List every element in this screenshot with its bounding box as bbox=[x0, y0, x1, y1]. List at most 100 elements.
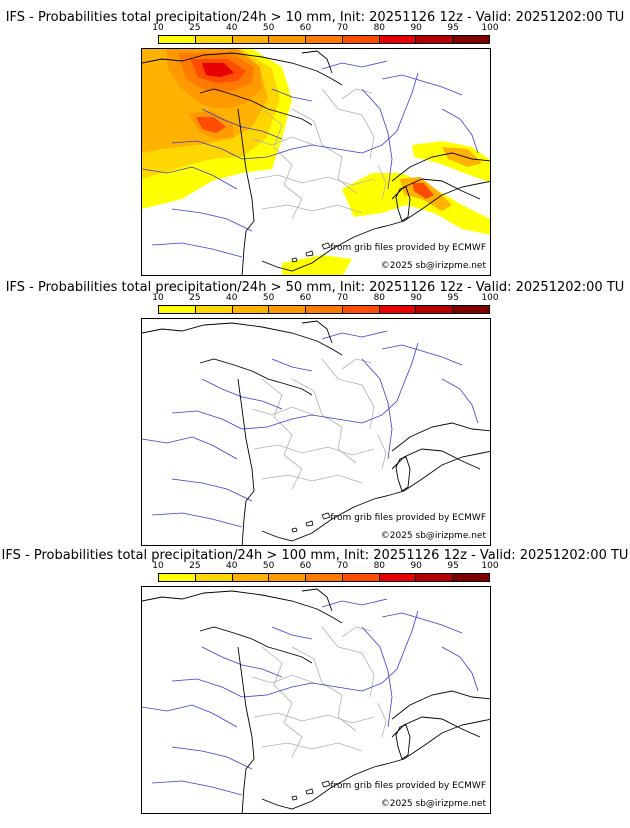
river bbox=[381, 344, 463, 366]
colorbar-segment bbox=[453, 574, 490, 581]
colorbar bbox=[158, 573, 490, 582]
tick-label: 40 bbox=[226, 561, 238, 571]
river bbox=[241, 682, 363, 698]
river bbox=[381, 612, 463, 634]
map-panel-100mm: IFS - Probabilities total precipitation/… bbox=[0, 538, 630, 814]
colorbar-segment bbox=[306, 306, 343, 313]
river bbox=[171, 746, 253, 770]
tick-label: 100 bbox=[481, 23, 499, 33]
colorbar bbox=[158, 35, 490, 44]
tick-label: 90 bbox=[410, 23, 422, 33]
island-outline bbox=[291, 527, 298, 533]
river bbox=[201, 108, 283, 140]
credit-copyright: ©2025 sb@irizpme.net bbox=[380, 261, 486, 271]
region-border bbox=[377, 702, 387, 738]
precip-area-brittany-core bbox=[196, 117, 226, 133]
colorbar-segment bbox=[416, 574, 454, 581]
river bbox=[381, 74, 463, 96]
colorbar-segment bbox=[306, 36, 343, 43]
river bbox=[321, 598, 388, 608]
river bbox=[361, 88, 393, 190]
region-border bbox=[291, 646, 357, 732]
region-border bbox=[321, 88, 375, 160]
colorbar-segment bbox=[232, 36, 270, 43]
precip-map: from grib files provided by ECMWF ©2025 … bbox=[141, 48, 491, 276]
tick-label: 80 bbox=[373, 293, 386, 303]
map-panel-10mm: IFS - Probabilities total precipitation/… bbox=[0, 0, 630, 276]
river bbox=[271, 88, 313, 102]
region-border bbox=[321, 626, 375, 698]
river bbox=[151, 242, 243, 258]
river bbox=[441, 646, 479, 692]
tick-label: 80 bbox=[373, 23, 386, 33]
island-outline bbox=[305, 520, 314, 527]
colorbar-segment bbox=[453, 306, 490, 313]
tick-label: 25 bbox=[189, 23, 201, 33]
colorbar-ticks: 10 25 40 50 60 70 80 90 95 100 bbox=[152, 561, 498, 573]
region-border bbox=[341, 358, 373, 370]
region-border bbox=[251, 674, 315, 684]
river bbox=[361, 626, 393, 728]
region-border bbox=[377, 164, 387, 200]
tick-label: 10 bbox=[152, 293, 164, 303]
tick-label: 60 bbox=[299, 561, 312, 571]
river bbox=[142, 704, 238, 728]
tick-label: 70 bbox=[336, 561, 349, 571]
region-border bbox=[261, 474, 363, 484]
tick-label: 100 bbox=[481, 293, 499, 303]
colorbar-segment bbox=[232, 306, 270, 313]
region-border bbox=[377, 434, 387, 470]
precip-area-med-peak bbox=[412, 183, 434, 199]
region-border bbox=[321, 358, 375, 430]
region-border bbox=[261, 108, 303, 220]
panel-title: IFS - Probabilities total precipitation/… bbox=[5, 280, 625, 295]
region-border bbox=[291, 108, 357, 194]
colorbar-ticks: 10 25 40 50 60 70 80 90 95 100 bbox=[152, 23, 498, 35]
map-graphic bbox=[142, 49, 490, 275]
region-border bbox=[261, 378, 303, 490]
credit-grib: from grib files provided by ECMWF bbox=[330, 243, 486, 253]
river bbox=[201, 378, 283, 410]
river bbox=[171, 140, 243, 160]
colorbar-segment bbox=[269, 36, 307, 43]
tick-label: 100 bbox=[481, 561, 499, 571]
colorbar-segment bbox=[342, 574, 380, 581]
colorbar-segment bbox=[379, 36, 417, 43]
tick-label: 95 bbox=[447, 293, 459, 303]
river bbox=[361, 358, 393, 460]
river bbox=[441, 378, 479, 424]
tick-label: 25 bbox=[189, 293, 201, 303]
region-border bbox=[253, 444, 375, 456]
corsica-outline bbox=[395, 186, 411, 222]
river bbox=[142, 436, 238, 460]
colorbar-ticks: 10 25 40 50 60 70 80 90 95 100 bbox=[152, 293, 498, 305]
region-border bbox=[253, 712, 375, 724]
tick-label: 50 bbox=[262, 293, 275, 303]
colorbar-segment bbox=[306, 574, 343, 581]
river bbox=[441, 108, 479, 154]
island-outline bbox=[305, 250, 314, 257]
river bbox=[171, 410, 243, 430]
tick-label: 10 bbox=[152, 561, 164, 571]
island-outline bbox=[291, 257, 298, 263]
credit-grib: from grib files provided by ECMWF bbox=[330, 513, 486, 523]
tick-label: 40 bbox=[226, 293, 238, 303]
region-border bbox=[341, 88, 373, 100]
precip-area-south bbox=[282, 255, 352, 275]
precip-map: from grib files provided by ECMWF ©2025 … bbox=[141, 586, 491, 814]
river bbox=[361, 342, 419, 424]
river bbox=[241, 414, 363, 430]
colorbar-segment bbox=[195, 574, 233, 581]
colorbar-segment bbox=[379, 306, 417, 313]
colorbar-segment bbox=[342, 306, 380, 313]
island-outline bbox=[321, 780, 331, 788]
panel-title: IFS - Probabilities total precipitation/… bbox=[5, 10, 625, 25]
river bbox=[321, 330, 388, 340]
river bbox=[271, 358, 313, 372]
coastline bbox=[142, 588, 490, 813]
river bbox=[361, 72, 419, 154]
island-outline bbox=[321, 512, 331, 520]
river bbox=[151, 512, 243, 528]
colorbar-segment bbox=[159, 306, 196, 313]
river bbox=[201, 646, 283, 678]
